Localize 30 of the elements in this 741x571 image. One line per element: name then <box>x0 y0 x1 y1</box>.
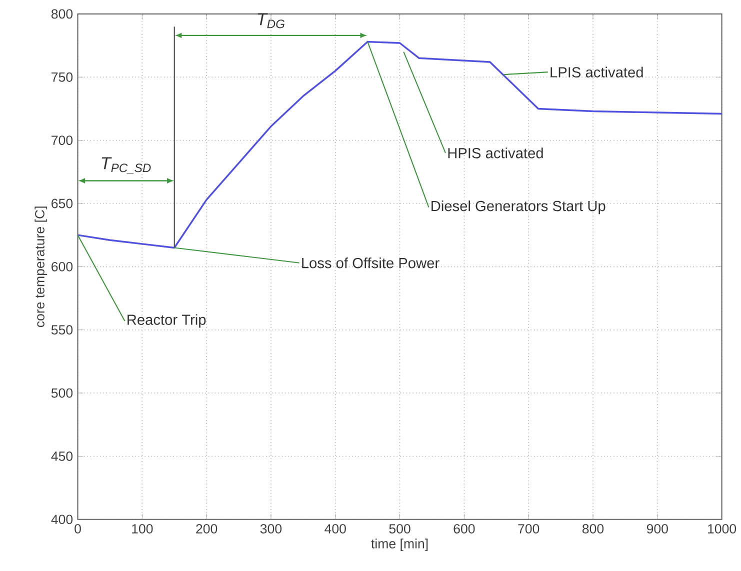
y-tick-label: 400 <box>51 514 73 524</box>
y-tick-label: 800 <box>51 9 73 19</box>
annotation: T$_{DG}$ <box>258 13 284 28</box>
y-tick-label: 650 <box>52 198 73 208</box>
annotation: Loss of Offsite Power <box>302 257 440 268</box>
annotation: LPIS activated <box>550 66 643 78</box>
x-tick-label: 600 <box>454 524 475 534</box>
annotation: HPIS activated <box>448 147 543 158</box>
y-tick-label: 500 <box>51 388 73 398</box>
x-tick-label: 500 <box>389 524 410 534</box>
x-tick-label: 800 <box>582 524 604 534</box>
y-tick-label: 450 <box>51 451 73 461</box>
x-tick-label: 0 <box>74 524 81 534</box>
x-axis-title: time [min] <box>371 538 428 551</box>
y-tick-label: 750 <box>52 72 73 82</box>
annotation: Reactor Trip <box>128 314 206 328</box>
line-series <box>76 40 723 248</box>
y-tick-label: 550 <box>51 325 73 334</box>
y-tick-label: 700 <box>52 136 73 145</box>
x-tick-label: 400 <box>324 524 346 534</box>
y-tick-label: 600 <box>52 262 73 272</box>
y-axis-title: core temperature [C] <box>34 206 48 327</box>
x-tick-label: 200 <box>196 524 218 534</box>
annotation: Diesel Generators Start Up <box>432 200 606 214</box>
x-tick-label: 1000 <box>708 524 736 534</box>
x-tick-label: 300 <box>260 524 282 534</box>
annotation: T$_{PC_SD}$ <box>102 157 151 174</box>
x-tick-label: 100 <box>132 524 153 534</box>
x-tick-label: 900 <box>646 524 668 534</box>
x-tick-label: 700 <box>518 524 540 534</box>
